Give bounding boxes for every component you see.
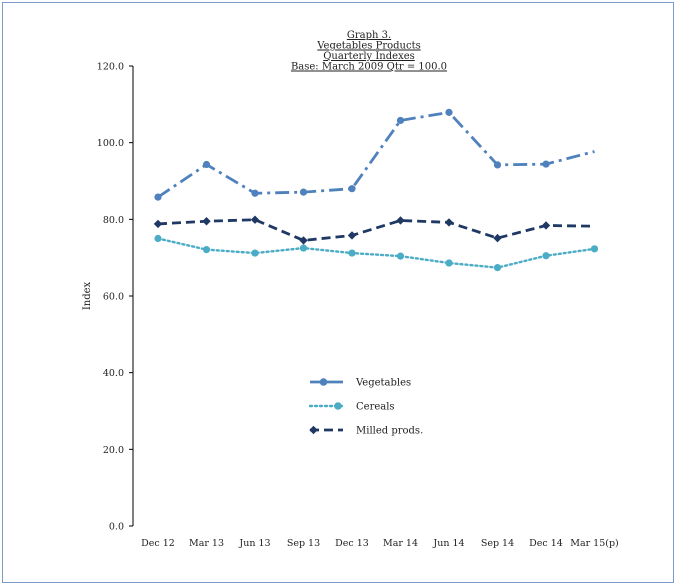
y-tick-label: 120.0: [97, 62, 124, 73]
x-tick-label: Jun 13: [238, 538, 270, 549]
y-tick-labels: 0.0 20.0 40.0 60.0 80.0 100.0 120.0: [97, 62, 133, 533]
legend-label: Milled prods.: [356, 426, 423, 437]
series-vegetables: [154, 108, 595, 201]
data-point: [347, 231, 357, 240]
legend-item: Cereals: [308, 402, 395, 413]
x-tick-label: Jun 14: [432, 538, 464, 549]
series-line: [157, 110, 595, 199]
data-point: [202, 160, 211, 169]
data-point: [445, 108, 453, 116]
data-point: [153, 219, 163, 229]
data-point: [396, 216, 405, 225]
x-tick-label: Dec 12: [141, 538, 175, 549]
data-point: [251, 249, 259, 257]
legend-label: Vegetables: [355, 378, 411, 389]
y-tick-label: 0.0: [109, 522, 124, 533]
data-point: [154, 234, 162, 243]
data-point: [299, 236, 308, 245]
y-tick-label: 80.0: [103, 215, 124, 226]
x-tick-label: Mar 14: [383, 538, 418, 549]
series: [153, 108, 599, 272]
chart-title-line: Vegetables Products: [316, 41, 420, 52]
series-milled-prods: [153, 215, 595, 245]
data-point: [541, 221, 551, 230]
y-axis-title: Index: [82, 281, 93, 310]
series-line: [157, 218, 595, 242]
y-tick-label: 20.0: [103, 445, 124, 456]
data-point: [396, 252, 405, 260]
legend-marker: [309, 425, 318, 435]
data-point: [493, 233, 502, 243]
data-point: [299, 244, 308, 252]
data-point: [590, 245, 599, 253]
data-point: [202, 246, 211, 254]
y-tick-label: 100.0: [97, 138, 124, 149]
y-tick-label: 40.0: [103, 368, 124, 379]
data-point: [445, 259, 453, 267]
x-tick-label: Sep 13: [287, 538, 320, 549]
data-point: [444, 218, 454, 227]
chart-title-line: Graph 3.: [347, 30, 391, 41]
x-tick-label: Mar 13: [189, 538, 224, 549]
data-point: [202, 217, 211, 226]
x-tick-label: Dec 13: [335, 538, 369, 549]
data-point: [348, 249, 356, 257]
data-point: [251, 189, 259, 197]
legend-item: Vegetables: [310, 378, 411, 389]
data-point: [299, 188, 308, 196]
data-point: [396, 116, 405, 125]
chart-title-line: Base: March 2009 Qtr = 100.0: [291, 62, 447, 73]
legend-label: Cereals: [356, 402, 395, 413]
data-point: [250, 215, 260, 224]
x-tick-label: Mar 15(p): [570, 538, 619, 549]
x-tick-label: Dec 14: [529, 538, 563, 549]
legend-marker: [334, 402, 342, 410]
series-line: [156, 237, 596, 269]
data-point: [542, 160, 550, 168]
data-point: [493, 264, 502, 272]
x-tick-labels: Dec 12 Mar 13 Jun 13 Sep 13 Dec 13 Mar 14 Jun …: [141, 538, 619, 549]
x-tick-label: Sep 14: [481, 538, 514, 549]
data-point: [493, 161, 502, 169]
data-point: [542, 252, 550, 260]
legend: Vegetables Cereals Milled prods.: [308, 378, 423, 437]
chart-title-line: Quarterly Indexes: [323, 51, 415, 62]
data-point: [348, 185, 356, 193]
series-cereals: [154, 234, 599, 272]
data-point: [154, 193, 162, 201]
legend-marker: [319, 378, 328, 386]
y-tick-label: 60.0: [103, 292, 124, 303]
legend-item: Milled prods.: [309, 426, 423, 437]
